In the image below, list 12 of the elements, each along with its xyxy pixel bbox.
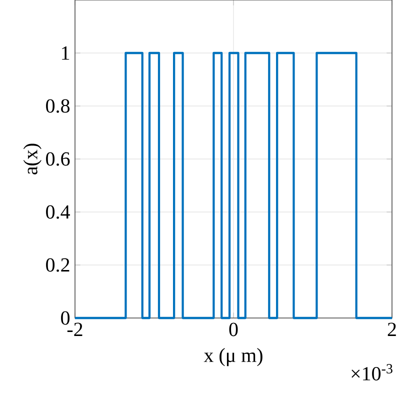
y-tick-label: 0.2	[46, 258, 70, 272]
x-tick-label: -2	[67, 322, 82, 336]
x-tick-label: 0	[229, 322, 238, 336]
text: ×10$^{-3}$	[352, 364, 392, 380]
y-axis-title: a(x)	[23, 144, 42, 174]
x-tick-label: 2	[388, 322, 396, 336]
y-tick-label: 1	[62, 46, 70, 60]
y-tick-label: 0.6	[46, 152, 70, 166]
x-axis-title: x (μ m)	[204, 348, 262, 366]
y-tick-label: 0.4	[46, 205, 70, 219]
y-tick-label: 0.8	[46, 99, 70, 113]
y-tick-label: 0	[61, 311, 70, 325]
